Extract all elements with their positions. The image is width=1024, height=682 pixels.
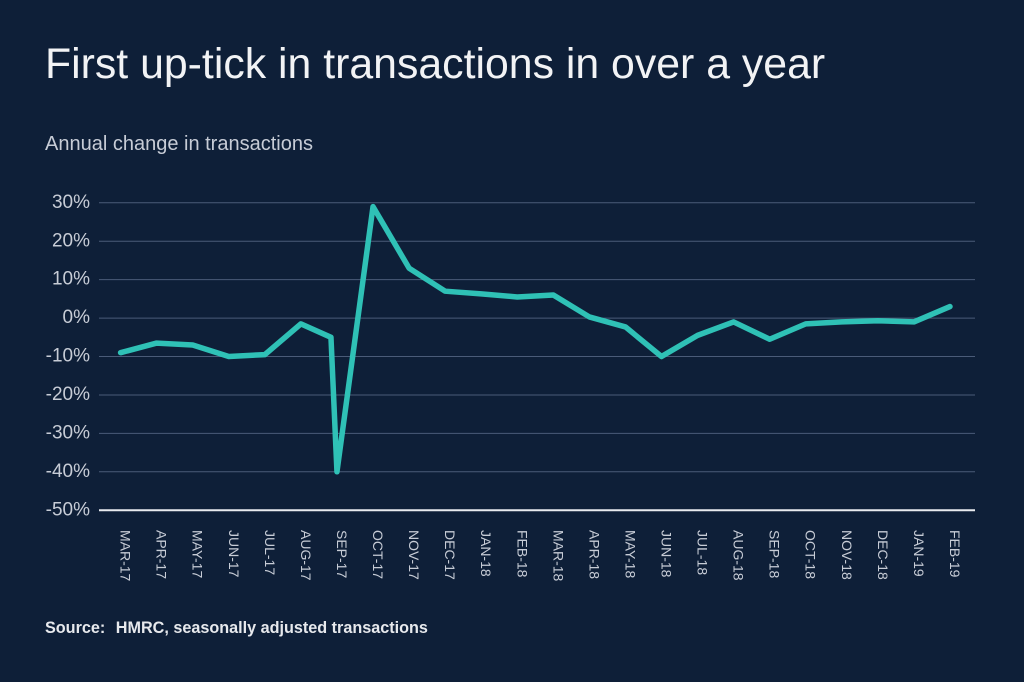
svg-text:MAR-17: MAR-17: [118, 530, 134, 582]
svg-text:JAN-18: JAN-18: [478, 530, 494, 577]
svg-text:MAR-18: MAR-18: [550, 530, 566, 582]
svg-text:FEB-18: FEB-18: [514, 530, 530, 578]
svg-text:NOV-17: NOV-17: [406, 530, 422, 580]
svg-text:SEP-18: SEP-18: [767, 530, 783, 578]
svg-text:APR-17: APR-17: [154, 530, 170, 579]
svg-text:FEB-19: FEB-19: [947, 530, 963, 578]
svg-text:JUN-17: JUN-17: [226, 530, 242, 578]
svg-text:DEC-17: DEC-17: [442, 530, 458, 580]
svg-text:MAY-17: MAY-17: [190, 530, 206, 578]
svg-text:30%: 30%: [52, 192, 90, 213]
svg-text:JUL-18: JUL-18: [695, 530, 711, 575]
svg-text:-30%: -30%: [46, 422, 90, 443]
svg-text:20%: 20%: [52, 230, 90, 251]
svg-text:AUG-18: AUG-18: [731, 530, 747, 581]
svg-text:OCT-17: OCT-17: [370, 530, 386, 579]
svg-text:SEP-17: SEP-17: [334, 530, 350, 578]
svg-text:-10%: -10%: [46, 346, 90, 367]
svg-text:DEC-18: DEC-18: [875, 530, 891, 580]
svg-text:0%: 0%: [63, 307, 91, 328]
svg-text:MAY-18: MAY-18: [622, 530, 638, 578]
svg-text:-40%: -40%: [46, 461, 90, 482]
svg-text:JUN-18: JUN-18: [659, 530, 675, 578]
svg-text:AUG-17: AUG-17: [298, 530, 314, 581]
svg-text:JAN-19: JAN-19: [911, 530, 927, 577]
svg-text:JUL-17: JUL-17: [262, 530, 278, 575]
svg-text:NOV-18: NOV-18: [839, 530, 855, 580]
svg-text:-20%: -20%: [46, 384, 90, 405]
svg-text:10%: 10%: [52, 269, 90, 290]
svg-text:-50%: -50%: [46, 499, 90, 520]
svg-text:OCT-18: OCT-18: [803, 530, 819, 579]
svg-text:APR-18: APR-18: [586, 530, 602, 579]
